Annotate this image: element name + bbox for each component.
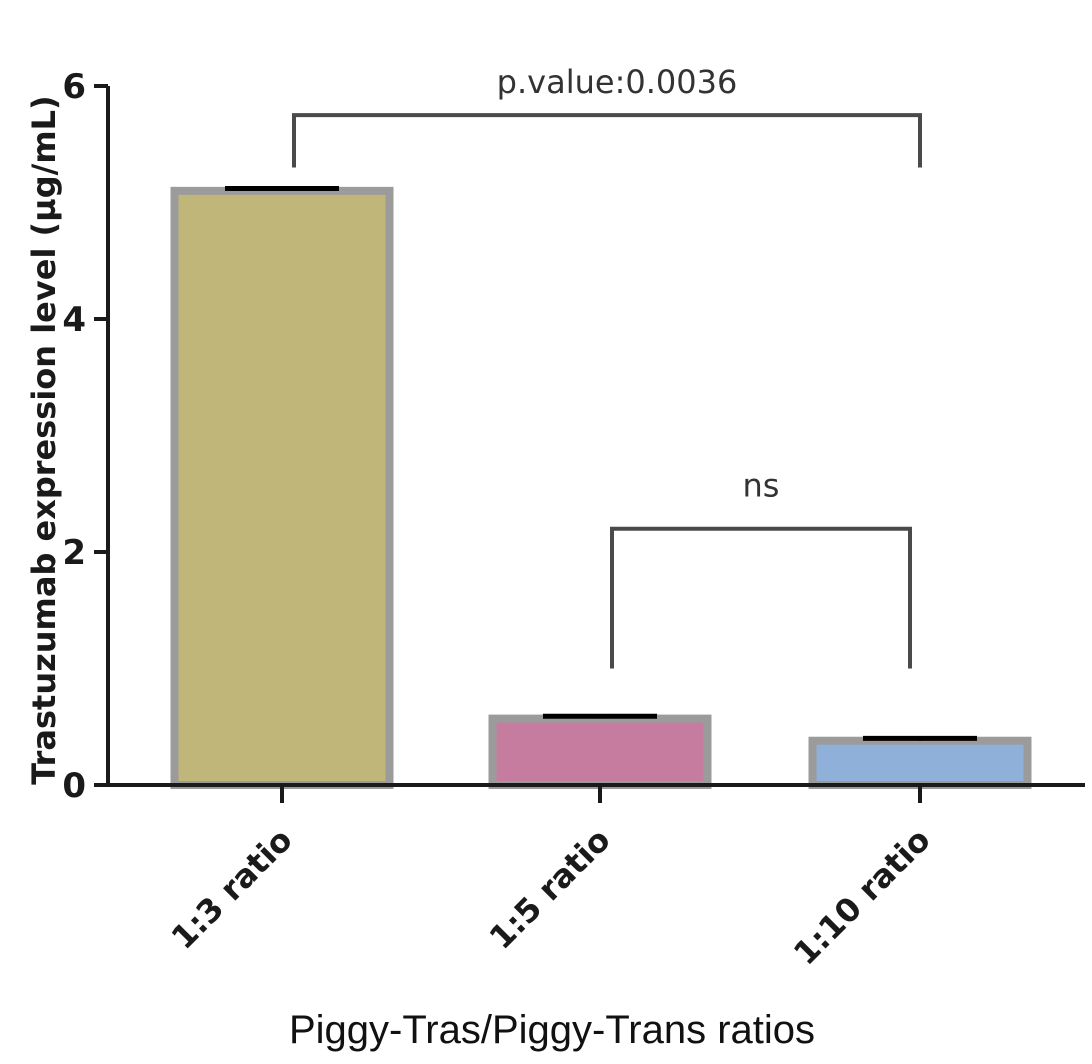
y-axis-label: Trastuzumab expression level (µg/mL) [25, 95, 63, 784]
error-bar-1 [225, 186, 339, 192]
y-tick-label: 6 [62, 67, 86, 107]
x-ticks: 1:3 ratio 1:5 ratio 1:10 ratio [164, 785, 938, 972]
bar-3 [808, 736, 1032, 789]
y-ticks: 0 2 4 6 [62, 67, 108, 806]
x-tick-label: 1:3 ratio [164, 821, 300, 957]
significance-bracket-1: p.value:0.0036 [292, 63, 922, 168]
significance-bracket-2: ns [610, 467, 912, 669]
bar-2 [488, 714, 712, 789]
bar-1 [170, 186, 394, 790]
y-tick-label: 0 [62, 766, 86, 806]
significance-label: p.value:0.0036 [497, 63, 738, 101]
x-tick-label: 1:5 ratio [482, 821, 618, 957]
error-bar-2 [543, 713, 657, 719]
bars [170, 186, 1032, 790]
error-bar-3 [863, 735, 977, 741]
error-bars [225, 186, 977, 741]
y-tick-label: 4 [62, 300, 86, 340]
x-axis-label: Piggy-Tras/Piggy-Trans ratios [289, 1008, 815, 1052]
y-tick-label: 2 [62, 533, 86, 573]
x-tick-label: 1:10 ratio [786, 821, 938, 973]
significance-label: ns [743, 467, 780, 505]
significance-annotations: p.value:0.0036 ns [292, 63, 922, 669]
